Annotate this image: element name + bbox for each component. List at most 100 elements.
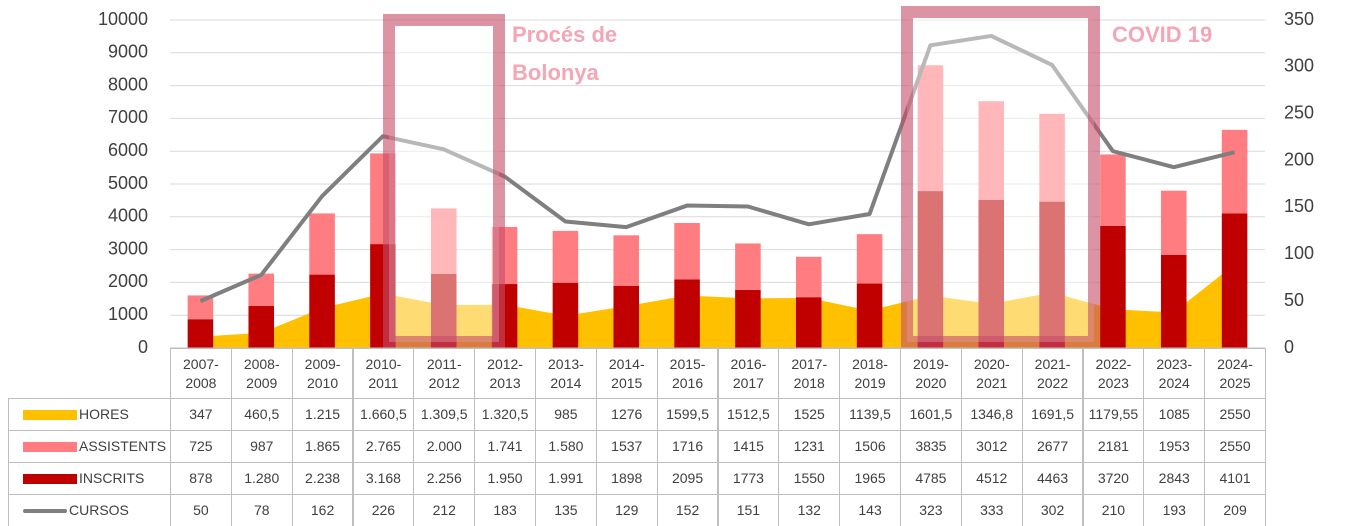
- y-tick-label: 2000: [108, 271, 148, 291]
- table-value: 2550: [1204, 430, 1266, 463]
- bar: [917, 65, 944, 192]
- bar: [613, 285, 640, 348]
- bar: [1160, 190, 1187, 255]
- bar: [309, 213, 335, 275]
- legend-entry: INSCRITS: [8, 462, 171, 495]
- x-tick-label: 2009-2010: [291, 348, 354, 399]
- x-tick-label: 2014-2015: [595, 348, 658, 399]
- bar: [978, 101, 1005, 201]
- table-value: 135: [535, 494, 597, 526]
- y2-tick-label: 150: [1284, 196, 1314, 216]
- table-value: 4463: [1021, 462, 1084, 495]
- table-value: 2843: [1143, 462, 1206, 495]
- table-value: 1601,5: [900, 398, 962, 431]
- bar: [552, 282, 579, 348]
- line: [199, 33, 1236, 303]
- legend-key: [23, 441, 77, 452]
- table-value: 4512: [960, 462, 1023, 495]
- table-value: 143: [839, 494, 901, 526]
- table-value: 1.950: [474, 462, 536, 495]
- y2-tick-label: 200: [1284, 149, 1314, 169]
- table-value: 2181: [1082, 430, 1145, 463]
- bar: [735, 243, 761, 290]
- bar: [187, 319, 214, 348]
- table-value: 212: [413, 494, 476, 526]
- table-value: 878: [170, 462, 232, 495]
- table-value: 2677: [1021, 430, 1084, 463]
- table-value: 347: [170, 398, 232, 431]
- y-tick-label: 6000: [108, 140, 148, 160]
- x-tick-label: 2019-2020: [900, 348, 962, 399]
- y2-tick-label: 100: [1284, 243, 1314, 263]
- y2-tick-label: 50: [1284, 290, 1304, 310]
- legend-label: ASSISTENTS: [79, 438, 167, 454]
- legend-entry: HORES: [8, 398, 171, 431]
- y-tick-label: 3000: [108, 238, 148, 258]
- table-value: 1691,5: [1021, 398, 1084, 431]
- legend-label: HORES: [79, 406, 129, 422]
- y-tick-label: 1000: [108, 304, 148, 324]
- table-value: 1.580: [535, 430, 597, 463]
- table-value: 3.168: [352, 462, 415, 495]
- table-value: 1506: [839, 430, 901, 463]
- table-value: 162: [291, 494, 354, 526]
- table-value: 985: [535, 398, 597, 431]
- x-tick-label: 2010-2011: [352, 348, 415, 399]
- legend-entry: ASSISTENTS: [8, 430, 171, 463]
- table-value: 1537: [595, 430, 658, 463]
- bar: [674, 222, 700, 280]
- y2-tick-label: 300: [1284, 56, 1314, 76]
- bar: [795, 297, 822, 348]
- table-value: 302: [1021, 494, 1084, 526]
- legend-entry: CURSOS: [8, 494, 171, 526]
- bar: [1221, 129, 1248, 214]
- legend-key: [23, 508, 67, 513]
- table-value: 3012: [960, 430, 1023, 463]
- table-value: 1773: [717, 462, 780, 495]
- legend-label: CURSOS: [69, 502, 129, 518]
- y-tick-label: 7000: [108, 107, 148, 127]
- table-value: 1.280: [230, 462, 293, 495]
- bar: [795, 256, 822, 298]
- table-value: 2.238: [291, 462, 354, 495]
- bar: [674, 279, 700, 348]
- table-value: 1139,5: [839, 398, 901, 431]
- table-value: 4101: [1204, 462, 1266, 495]
- table-value: 1415: [717, 430, 780, 463]
- x-tick-label: 2020-2021: [960, 348, 1023, 399]
- x-tick-label: 2016-2017: [717, 348, 780, 399]
- table-value: 1.320,5: [474, 398, 536, 431]
- bar: [978, 200, 1005, 348]
- table-value: 3720: [1082, 462, 1145, 495]
- bar: [735, 289, 761, 348]
- table-value: 1965: [839, 462, 901, 495]
- highlight-box: [383, 14, 505, 348]
- table-value: 1525: [778, 398, 841, 431]
- y2-tick-label: 0: [1284, 337, 1294, 357]
- bar: [1039, 201, 1065, 348]
- table-value: 333: [960, 494, 1023, 526]
- bar: [187, 295, 214, 320]
- x-tick-label: 2024-2025: [1204, 348, 1266, 399]
- y2-tick-label: 250: [1284, 102, 1314, 122]
- table-value: 2.000: [413, 430, 476, 463]
- bar: [309, 274, 335, 348]
- table-value: 1512,5: [717, 398, 780, 431]
- bar: [430, 208, 457, 275]
- table-value: 152: [656, 494, 719, 526]
- table-value: 1.865: [291, 430, 354, 463]
- table-value: 1085: [1143, 398, 1206, 431]
- table-value: 725: [170, 430, 232, 463]
- table-value: 2.765: [352, 430, 415, 463]
- table-value: 1.741: [474, 430, 536, 463]
- x-tick-label: 2022-2023: [1082, 348, 1145, 399]
- table-value: 210: [1082, 494, 1145, 526]
- x-tick-label: 2011-2012: [413, 348, 476, 399]
- table-value: 1898: [595, 462, 658, 495]
- table-value: 1179,55: [1082, 398, 1145, 431]
- table-value: 1231: [778, 430, 841, 463]
- table-value: 226: [352, 494, 415, 526]
- x-tick-label: 2008-2009: [230, 348, 293, 399]
